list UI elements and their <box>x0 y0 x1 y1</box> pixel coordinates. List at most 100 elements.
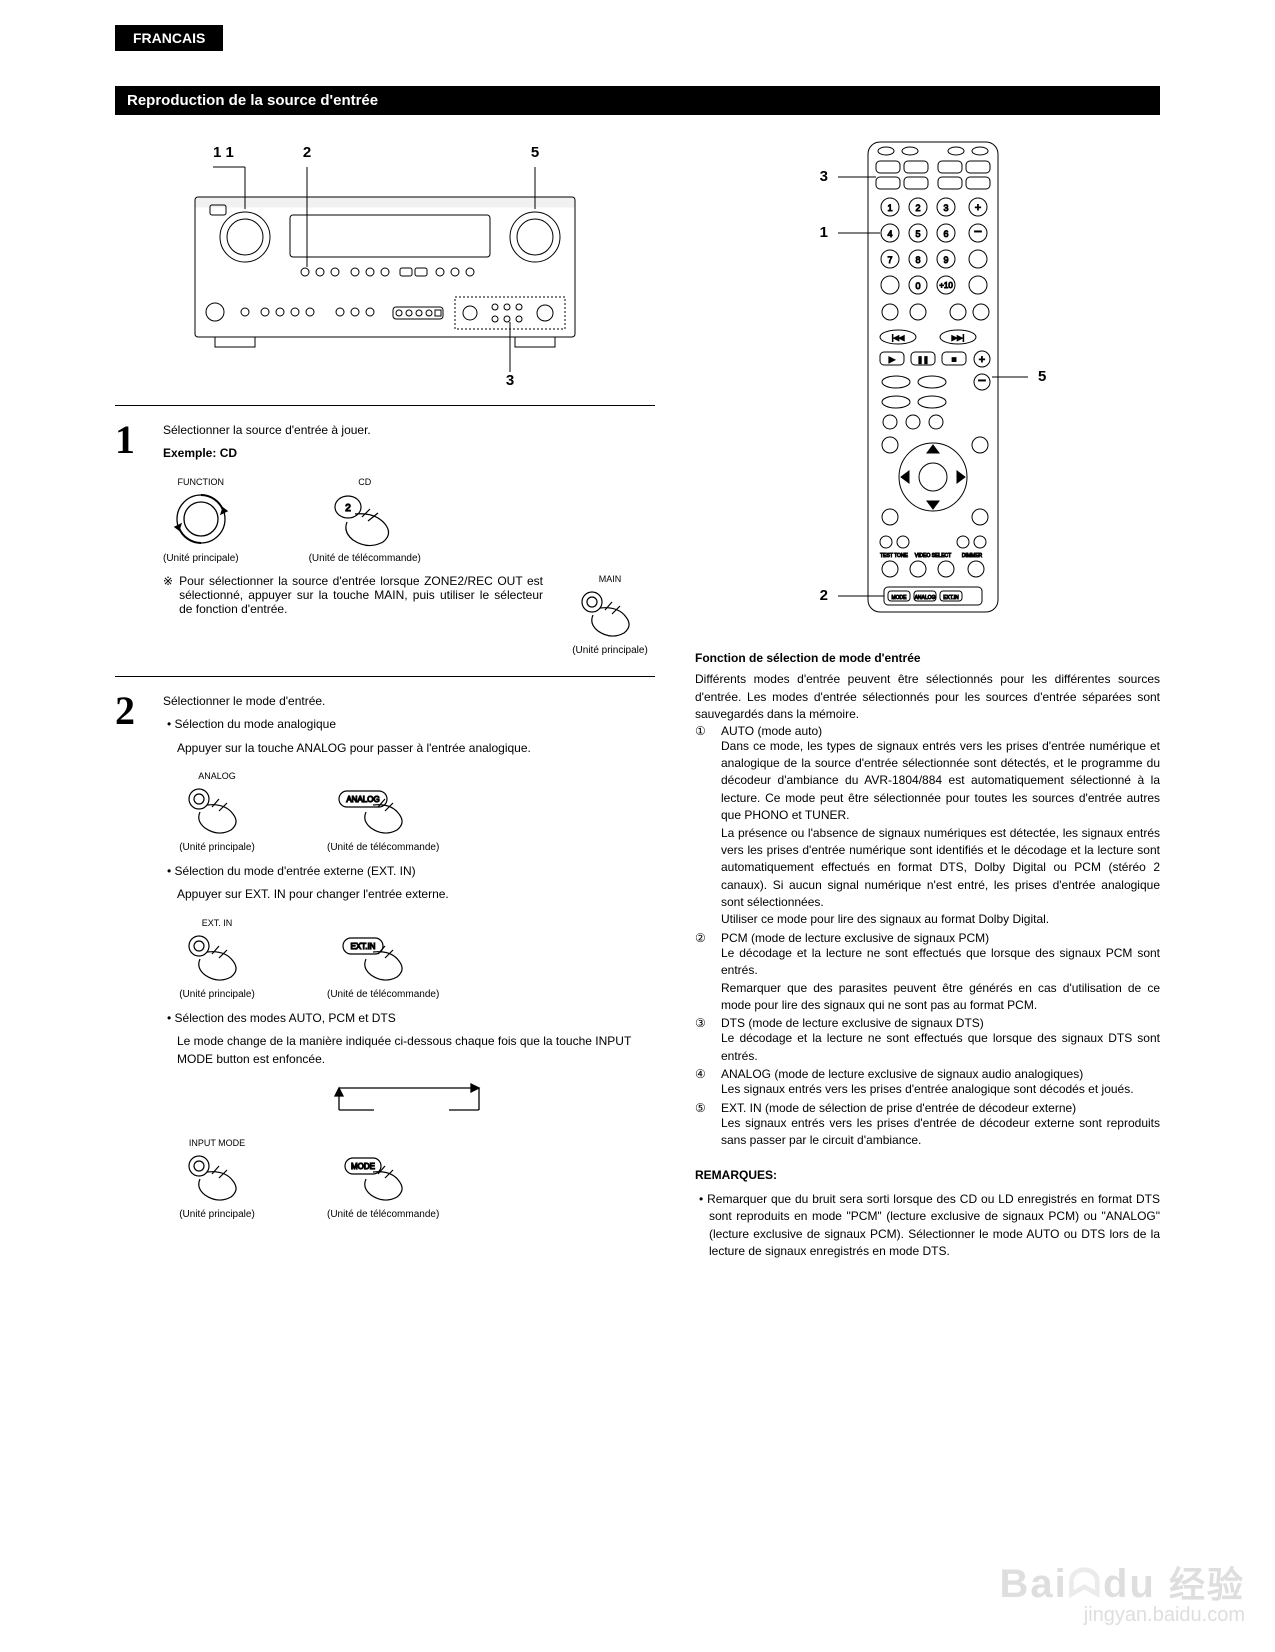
mode-body: Le décodage et la lecture ne sont effect… <box>721 1030 1160 1065</box>
press-extin-main-icon <box>177 930 257 985</box>
remote-callout-1: 1 <box>819 224 827 241</box>
inputmode-main-block: INPUT MODE (Unité principale) <box>177 1138 257 1220</box>
remarks-title: REMARQUES: <box>695 1167 1160 1184</box>
cd-button-block: CD 2 (Unité de télécommande) <box>309 477 421 564</box>
mode-badge: ① <box>695 725 706 737</box>
mode-auto: ① AUTO (mode auto) Dans ce mode, les typ… <box>695 724 1160 929</box>
mode-body: La présence ou l'absence de signaux numé… <box>721 825 1160 912</box>
mode-title: AUTO (mode auto) <box>721 724 822 738</box>
mode-body: Les signaux entrés vers les prises d'ent… <box>721 1115 1160 1150</box>
press-analog-remote-icon: ANALOG <box>333 783 433 838</box>
press-analog-main-icon <box>177 783 257 838</box>
mode-badge: ③ <box>695 1017 706 1029</box>
svg-text:EXT.IN: EXT.IN <box>351 942 376 951</box>
mode-title: ANALOG (mode de lecture exclusive de sig… <box>721 1067 1083 1081</box>
column-left: 1 1 2 5 3 1 Sélectionner la source d'ent… <box>115 137 655 1264</box>
svg-text:■: ■ <box>951 355 956 364</box>
press-inputmode-main-icon <box>177 1150 257 1205</box>
analog-main-block: ANALOG (Unité principale) <box>177 771 257 853</box>
caption-main: (Unité principale) <box>177 1209 257 1220</box>
svg-text:−: − <box>977 372 985 388</box>
sub-b-title: Sélection du mode d'entrée externe (EXT.… <box>163 863 655 880</box>
caption-main: (Unité principale) <box>177 842 257 853</box>
caption-main: (Unité principale) <box>177 989 257 1000</box>
main-label: MAIN <box>565 574 655 584</box>
mode-body: Dans ce mode, les types de signaux entré… <box>721 738 1160 825</box>
svg-text:+: + <box>978 354 984 366</box>
mode-body: Utiliser ce mode pour lire des signaux a… <box>721 911 1160 928</box>
mode-title: DTS (mode de lecture exclusive de signau… <box>721 1016 984 1030</box>
callout-5: 5 <box>531 144 539 161</box>
analog-remote-block: ANALOG (Unité de télécommande) <box>327 783 439 853</box>
page-body: 1 1 2 5 3 1 Sélectionner la source d'ent… <box>115 137 1160 1264</box>
svg-text:8: 8 <box>915 255 920 265</box>
extin-main-block: EXT. IN (Unité principale) <box>177 918 257 1000</box>
step-number: 1 <box>115 422 151 656</box>
remote-svg: 1 2 3 + 4 5 6 − 7 8 9 0 +10 <box>798 137 1058 617</box>
callout-11: 1 1 <box>213 144 234 161</box>
step-1-example: Exemple: CD <box>163 445 655 462</box>
press-main-icon <box>570 586 650 641</box>
svg-text:EXT.IN: EXT.IN <box>943 595 959 601</box>
remote-callout-5: 5 <box>1038 368 1046 385</box>
svg-text:+: + <box>974 202 980 214</box>
svg-text:2: 2 <box>345 503 351 514</box>
step-1-intro: Sélectionner la source d'entrée à jouer. <box>163 422 655 439</box>
svg-text:ANALOG: ANALOG <box>914 595 935 601</box>
svg-text:3: 3 <box>943 203 948 213</box>
mode-extin: ⑤ EXT. IN (mode de sélection de prise d'… <box>695 1101 1160 1150</box>
divider <box>115 676 655 677</box>
watermark-brand-left: Bai <box>1000 1562 1068 1606</box>
svg-text:0: 0 <box>915 281 920 291</box>
press-extin-remote-icon: EXT.IN <box>333 930 433 985</box>
cycle-diagram <box>163 1076 655 1124</box>
sub-c-title: Sélection des modes AUTO, PCM et DTS <box>163 1010 655 1027</box>
mode-pcm: ② PCM (mode de lecture exclusive de sign… <box>695 931 1160 1015</box>
mode-remote-block: MODE (Unité de télécommande) <box>327 1150 439 1220</box>
mode-dts: ③ DTS (mode de lecture exclusive de sign… <box>695 1016 1160 1065</box>
step-number: 2 <box>115 693 151 1230</box>
function-title: Fonction de sélection de mode d'entrée <box>695 650 1160 667</box>
svg-text:9: 9 <box>943 255 948 265</box>
svg-text:DIMMER: DIMMER <box>961 553 982 559</box>
step-2: 2 Sélectionner le mode d'entrée. Sélecti… <box>115 693 655 1230</box>
sub-c-text: Le mode change de la manière indiquée ci… <box>163 1033 655 1068</box>
svg-text:+10: +10 <box>939 281 953 290</box>
column-right: 1 2 3 + 4 5 6 − 7 8 9 0 +10 <box>695 137 1160 1264</box>
svg-text:−: − <box>973 223 981 239</box>
step-2-intro: Sélectionner le mode d'entrée. <box>163 693 655 710</box>
press-cd-icon: 2 <box>320 489 410 549</box>
cycle-icon <box>309 1076 509 1121</box>
note-text: Pour sélectionner la source d'entrée lor… <box>179 574 543 616</box>
cd-label: CD <box>309 477 421 487</box>
function-knob-block: FUNCTION (Unité principale) <box>163 477 239 564</box>
sub-a-text: Appuyer sur la touche ANALOG pour passer… <box>163 740 655 757</box>
knob-icon <box>166 489 236 549</box>
watermark: Baiᗣdu 经验 jingyan.baidu.com <box>1000 1556 1245 1627</box>
svg-text:VIDEO SELECT: VIDEO SELECT <box>914 553 950 559</box>
press-mode-remote-icon: MODE <box>333 1150 433 1205</box>
svg-text:2: 2 <box>915 203 920 213</box>
svg-text:7: 7 <box>887 255 892 265</box>
sub-a-title: Sélection du mode analogique <box>163 716 655 733</box>
remote-diagram: 1 2 3 + 4 5 6 − 7 8 9 0 +10 <box>695 137 1160 620</box>
svg-text:|◀◀: |◀◀ <box>891 335 904 342</box>
extin-remote-block: EXT.IN (Unité de télécommande) <box>327 930 439 1000</box>
section-title: Reproduction de la source d'entrée <box>115 86 1160 115</box>
mode-body: Remarquer que des parasites peuvent être… <box>721 980 1160 1015</box>
svg-text:6: 6 <box>943 229 948 239</box>
step-1: 1 Sélectionner la source d'entrée à joue… <box>115 422 655 656</box>
svg-text:ANALOG: ANALOG <box>346 795 379 804</box>
mode-analog: ④ ANALOG (mode de lecture exclusive de s… <box>695 1067 1160 1098</box>
mode-badge: ⑤ <box>695 1102 706 1114</box>
callout-2: 2 <box>303 144 311 161</box>
extin-label: EXT. IN <box>177 918 257 928</box>
language-tab: FRANCAIS <box>115 25 223 51</box>
svg-text:4: 4 <box>887 229 892 239</box>
remote-callout-2: 2 <box>819 587 827 604</box>
svg-text:5: 5 <box>915 229 920 239</box>
svg-text:▶▶|: ▶▶| <box>951 335 964 342</box>
mode-body: Les signaux entrés vers les prises d'ent… <box>721 1081 1160 1098</box>
note-mark: ※ <box>163 574 173 616</box>
caption-remote: (Unité de télécommande) <box>327 1209 439 1220</box>
